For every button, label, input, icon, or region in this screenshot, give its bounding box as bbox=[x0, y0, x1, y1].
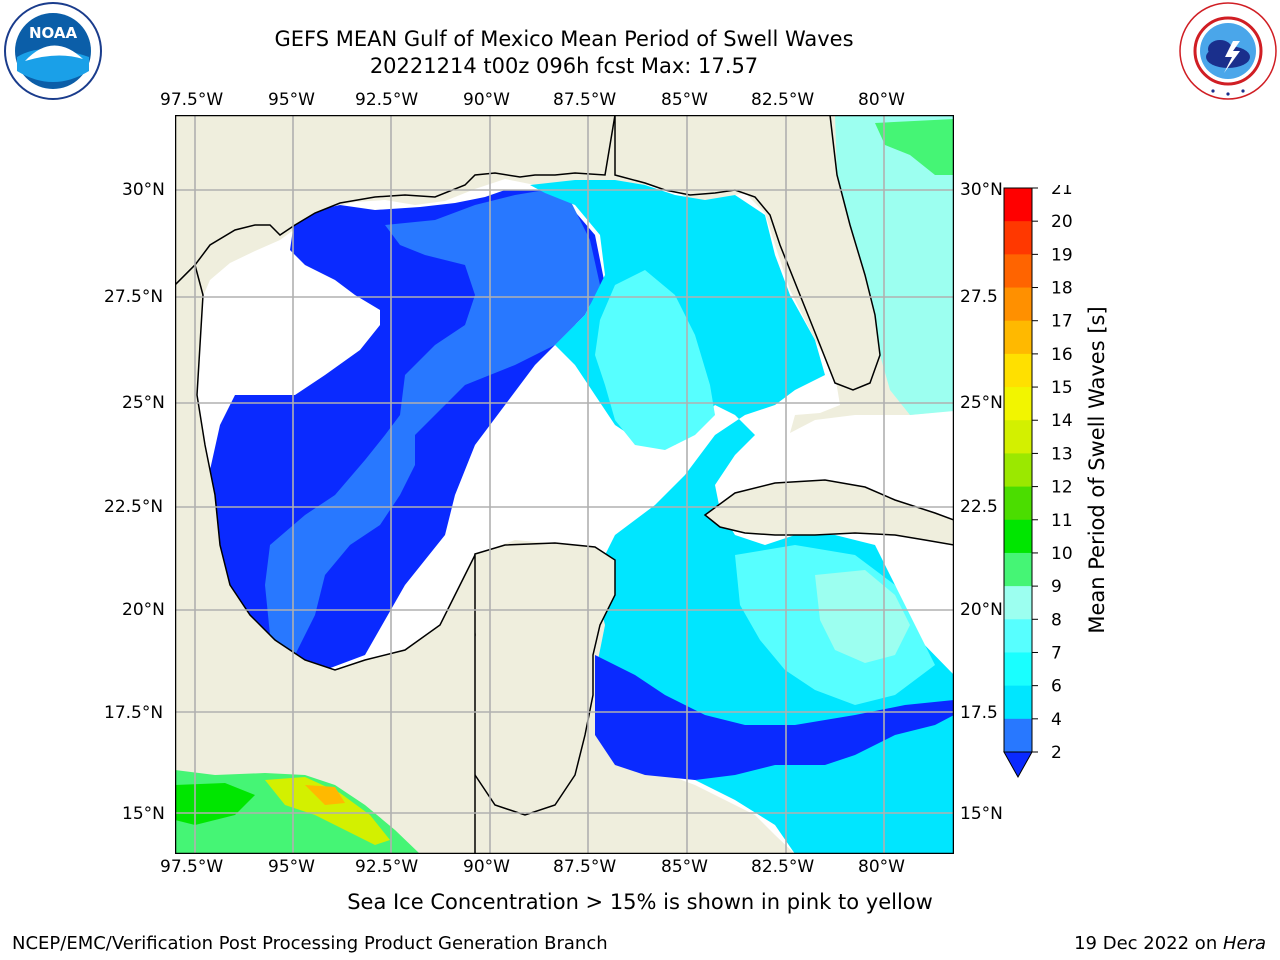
lat-label-right: 17.5 bbox=[960, 703, 998, 723]
lat-label-right: 27.5 bbox=[960, 287, 998, 307]
atlantic-green bbox=[875, 119, 954, 175]
chart-subtitle: 20221214 t00z 096h fcst Max: 17.57 bbox=[369, 54, 759, 78]
colorbar-tick-label: 9 bbox=[1051, 577, 1062, 597]
colorbar-label: Mean Period of Swell Waves [s] bbox=[1085, 306, 1109, 634]
colorbar-segment bbox=[1004, 619, 1032, 653]
footer-credit: NCEP/EMC/Verification Post Processing Pr… bbox=[12, 933, 608, 954]
pacific-swell-peak bbox=[305, 785, 345, 805]
lat-label-right: 22.5 bbox=[960, 497, 998, 517]
colorbar-segment bbox=[1004, 652, 1032, 687]
florida-land bbox=[614, 115, 881, 391]
colorbar-segment bbox=[1004, 586, 1032, 620]
footer-host: Hera bbox=[1222, 933, 1266, 954]
colorbar-tick-label: 18 bbox=[1051, 279, 1073, 299]
colorbar-segment bbox=[1004, 685, 1032, 720]
cuba-land bbox=[703, 479, 954, 546]
pacific-swell-core bbox=[265, 777, 390, 845]
colorbar-tick-label: 17 bbox=[1051, 312, 1073, 332]
lat-label-right: 30°N bbox=[960, 180, 1003, 200]
colorbar-segment bbox=[1004, 552, 1032, 587]
swell-band-caribbean bbox=[595, 655, 954, 780]
colorbar: 2 4 6 7 8 9 10 11 12 13 14 15 16 17 18 19 20 21 bbox=[1003, 185, 1073, 779]
map-frame bbox=[175, 115, 954, 854]
colorbar-segment bbox=[1004, 387, 1032, 421]
footer-date: 19 Dec 2022 on Hera bbox=[1074, 933, 1266, 954]
colorbar-tick-label: 19 bbox=[1051, 245, 1073, 265]
lat-label-left: 17.5°N bbox=[104, 703, 164, 723]
lat-label-right: 15°N bbox=[960, 804, 1003, 824]
noaa-logo: NOAA bbox=[3, 1, 103, 101]
lon-label-bottom: 82.5°W bbox=[751, 857, 815, 877]
colorbar-segment bbox=[1004, 188, 1032, 222]
lat-label-left: 20°N bbox=[122, 600, 165, 620]
lon-label-top: 97.5°W bbox=[160, 90, 224, 110]
lat-label-left: 15°N bbox=[122, 804, 165, 824]
graticule bbox=[175, 115, 954, 854]
colorbar-segment bbox=[1004, 718, 1032, 753]
colorbar-tick-label: 4 bbox=[1051, 710, 1062, 730]
lon-label-bottom: 85°W bbox=[661, 857, 708, 877]
lon-label-bottom: 87.5°W bbox=[553, 857, 617, 877]
colorbar-tick-label: 21 bbox=[1051, 185, 1073, 199]
colorbar-tick-label: 7 bbox=[1051, 643, 1062, 663]
colorbar-tick-label: 8 bbox=[1051, 610, 1062, 630]
lon-label-top: 87.5°W bbox=[553, 90, 617, 110]
lon-label-top: 90°W bbox=[463, 90, 510, 110]
colorbar-segment bbox=[1004, 221, 1032, 255]
noaa-logo-graphic: NOAA bbox=[4, 2, 102, 100]
lat-label-right: 25°N bbox=[960, 393, 1003, 413]
colorbar-segment bbox=[1004, 254, 1032, 289]
colorbar-segment bbox=[1004, 320, 1032, 355]
map-panel bbox=[175, 115, 954, 854]
colorbar-tick-label: 11 bbox=[1051, 511, 1073, 531]
sea-ice-note-text: Sea Ice Concentration > 15% is shown in … bbox=[347, 890, 933, 914]
lat-label-left: 25°N bbox=[122, 393, 165, 413]
nws-logo bbox=[1178, 1, 1278, 101]
lon-label-bottom: 90°W bbox=[463, 857, 510, 877]
lat-label-left: 30°N bbox=[122, 180, 165, 200]
lon-label-bottom: 97.5°W bbox=[160, 857, 224, 877]
mexico-west-coast bbox=[175, 263, 476, 854]
lon-label-top: 82.5°W bbox=[751, 90, 815, 110]
colorbar-tick-label: 6 bbox=[1051, 677, 1062, 697]
colorbar-segment bbox=[1004, 519, 1032, 554]
colorbar-tick-label: 10 bbox=[1051, 544, 1073, 564]
colorbar-segment bbox=[1004, 353, 1032, 388]
colorbar-segment bbox=[1004, 486, 1032, 521]
colorbar-outline bbox=[1003, 187, 1033, 753]
colorbar-segment bbox=[1004, 287, 1032, 322]
lon-label-bottom: 92.5°W bbox=[355, 857, 419, 877]
lon-label-top: 92.5°W bbox=[355, 90, 419, 110]
lon-label-bottom: 95°W bbox=[268, 857, 315, 877]
colorbar-tick-label: 14 bbox=[1051, 411, 1073, 431]
lon-label-bottom: 80°W bbox=[858, 857, 905, 877]
colorbar-tick-label: 2 bbox=[1051, 743, 1062, 763]
colorbar-tick-label: 13 bbox=[1051, 444, 1073, 464]
lon-label-top: 85°W bbox=[661, 90, 708, 110]
colorbar-tick-label: 12 bbox=[1051, 478, 1073, 498]
lat-label-right: 20°N bbox=[960, 600, 1003, 620]
lat-label-left: 22.5°N bbox=[104, 497, 164, 517]
swell-band-8-9 bbox=[815, 570, 910, 663]
swell-band-4-6 bbox=[265, 190, 600, 655]
colorbar-tick-label: 20 bbox=[1051, 212, 1073, 232]
noaa-logo-text: NOAA bbox=[29, 24, 78, 42]
colorbar-tick-label: 15 bbox=[1051, 378, 1073, 398]
central-america-land bbox=[175, 115, 616, 287]
colorbar-segment bbox=[1004, 453, 1032, 488]
swell-band-7-8 bbox=[595, 270, 715, 450]
colorbar-segment bbox=[1004, 420, 1032, 454]
lat-label-left: 27.5°N bbox=[104, 287, 164, 307]
colorbar-tick-label: 16 bbox=[1051, 345, 1073, 365]
chart-title: GEFS MEAN Gulf of Mexico Mean Period of … bbox=[274, 27, 854, 51]
colorbar-extend-arrow bbox=[1003, 751, 1033, 779]
lon-label-top: 80°W bbox=[858, 90, 905, 110]
lon-label-top: 95°W bbox=[268, 90, 315, 110]
footer-date-text: 19 Dec 2022 on bbox=[1074, 933, 1223, 954]
nws-logo-graphic bbox=[1179, 2, 1277, 100]
sea-ice-note: Sea Ice Concentration > 15% is shown in … bbox=[0, 890, 1280, 914]
